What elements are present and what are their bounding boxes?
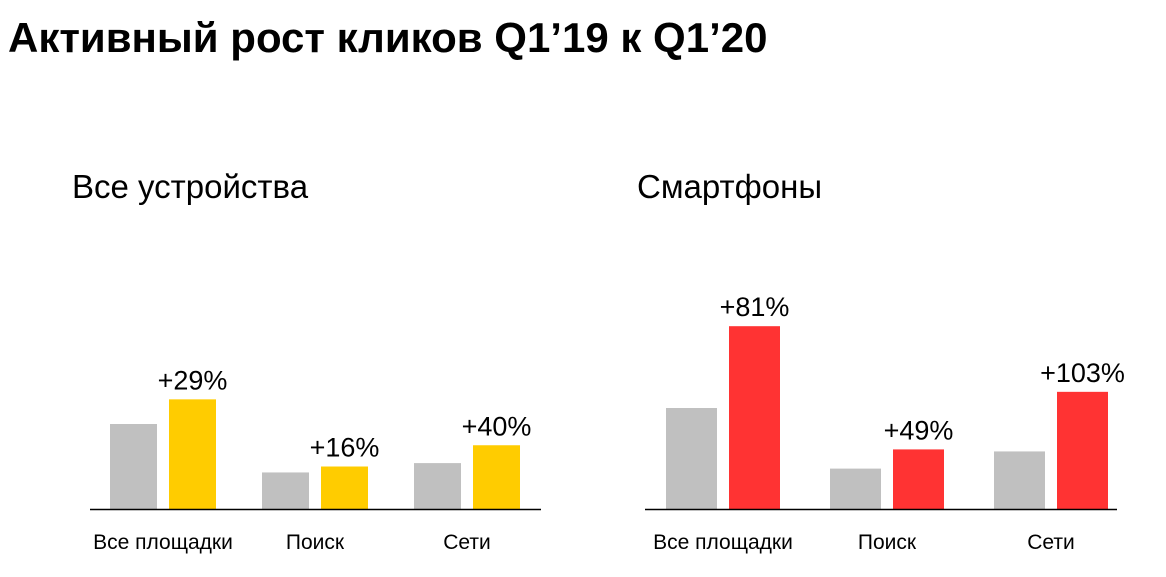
- category-label-smartphones-2: Сети: [1027, 531, 1075, 554]
- bar-all-devices-q1-19-0: [110, 424, 157, 509]
- data-label-all-devices-0: +29%: [158, 365, 228, 395]
- chart-smartphones: Смартфоны +81% Все площадки +49% Поиск +103%…: [637, 168, 1125, 554]
- data-label-smartphones-0: +81%: [720, 292, 790, 322]
- category-label-all-devices-2: Сети: [443, 531, 491, 554]
- bar-all-devices-q1-20-2: [473, 445, 520, 509]
- bar-smartphones-q1-19-1: [830, 468, 881, 509]
- bar-smartphones-q1-20-1: [893, 449, 944, 509]
- category-label-all-devices-1: Поиск: [286, 531, 345, 554]
- chart-title-smartphones: Смартфоны: [637, 168, 822, 205]
- category-label-smartphones-0: Все площадки: [653, 531, 793, 554]
- data-label-smartphones-1: +49%: [884, 415, 954, 445]
- data-label-all-devices-2: +40%: [462, 411, 532, 441]
- bar-smartphones-q1-19-2: [994, 451, 1045, 509]
- slide-title: Активный рост кликов Q1’19 к Q1’20: [8, 14, 768, 61]
- bar-all-devices-q1-19-1: [262, 472, 309, 509]
- chart-all-devices: Все устройства +29% Все площадки +16% Поиск…: [72, 168, 541, 554]
- bar-all-devices-q1-20-1: [321, 466, 368, 509]
- data-label-all-devices-1: +16%: [310, 433, 380, 463]
- data-label-smartphones-2: +103%: [1040, 358, 1125, 388]
- bar-smartphones-q1-19-0: [666, 408, 717, 509]
- category-label-smartphones-1: Поиск: [858, 531, 917, 554]
- bar-smartphones-q1-20-0: [729, 326, 780, 509]
- bar-all-devices-q1-20-0: [169, 399, 216, 509]
- category-label-all-devices-0: Все площадки: [93, 531, 233, 554]
- bar-smartphones-q1-20-2: [1057, 391, 1108, 509]
- chart-title-all-devices: Все устройства: [72, 168, 309, 205]
- bar-all-devices-q1-19-2: [414, 463, 461, 509]
